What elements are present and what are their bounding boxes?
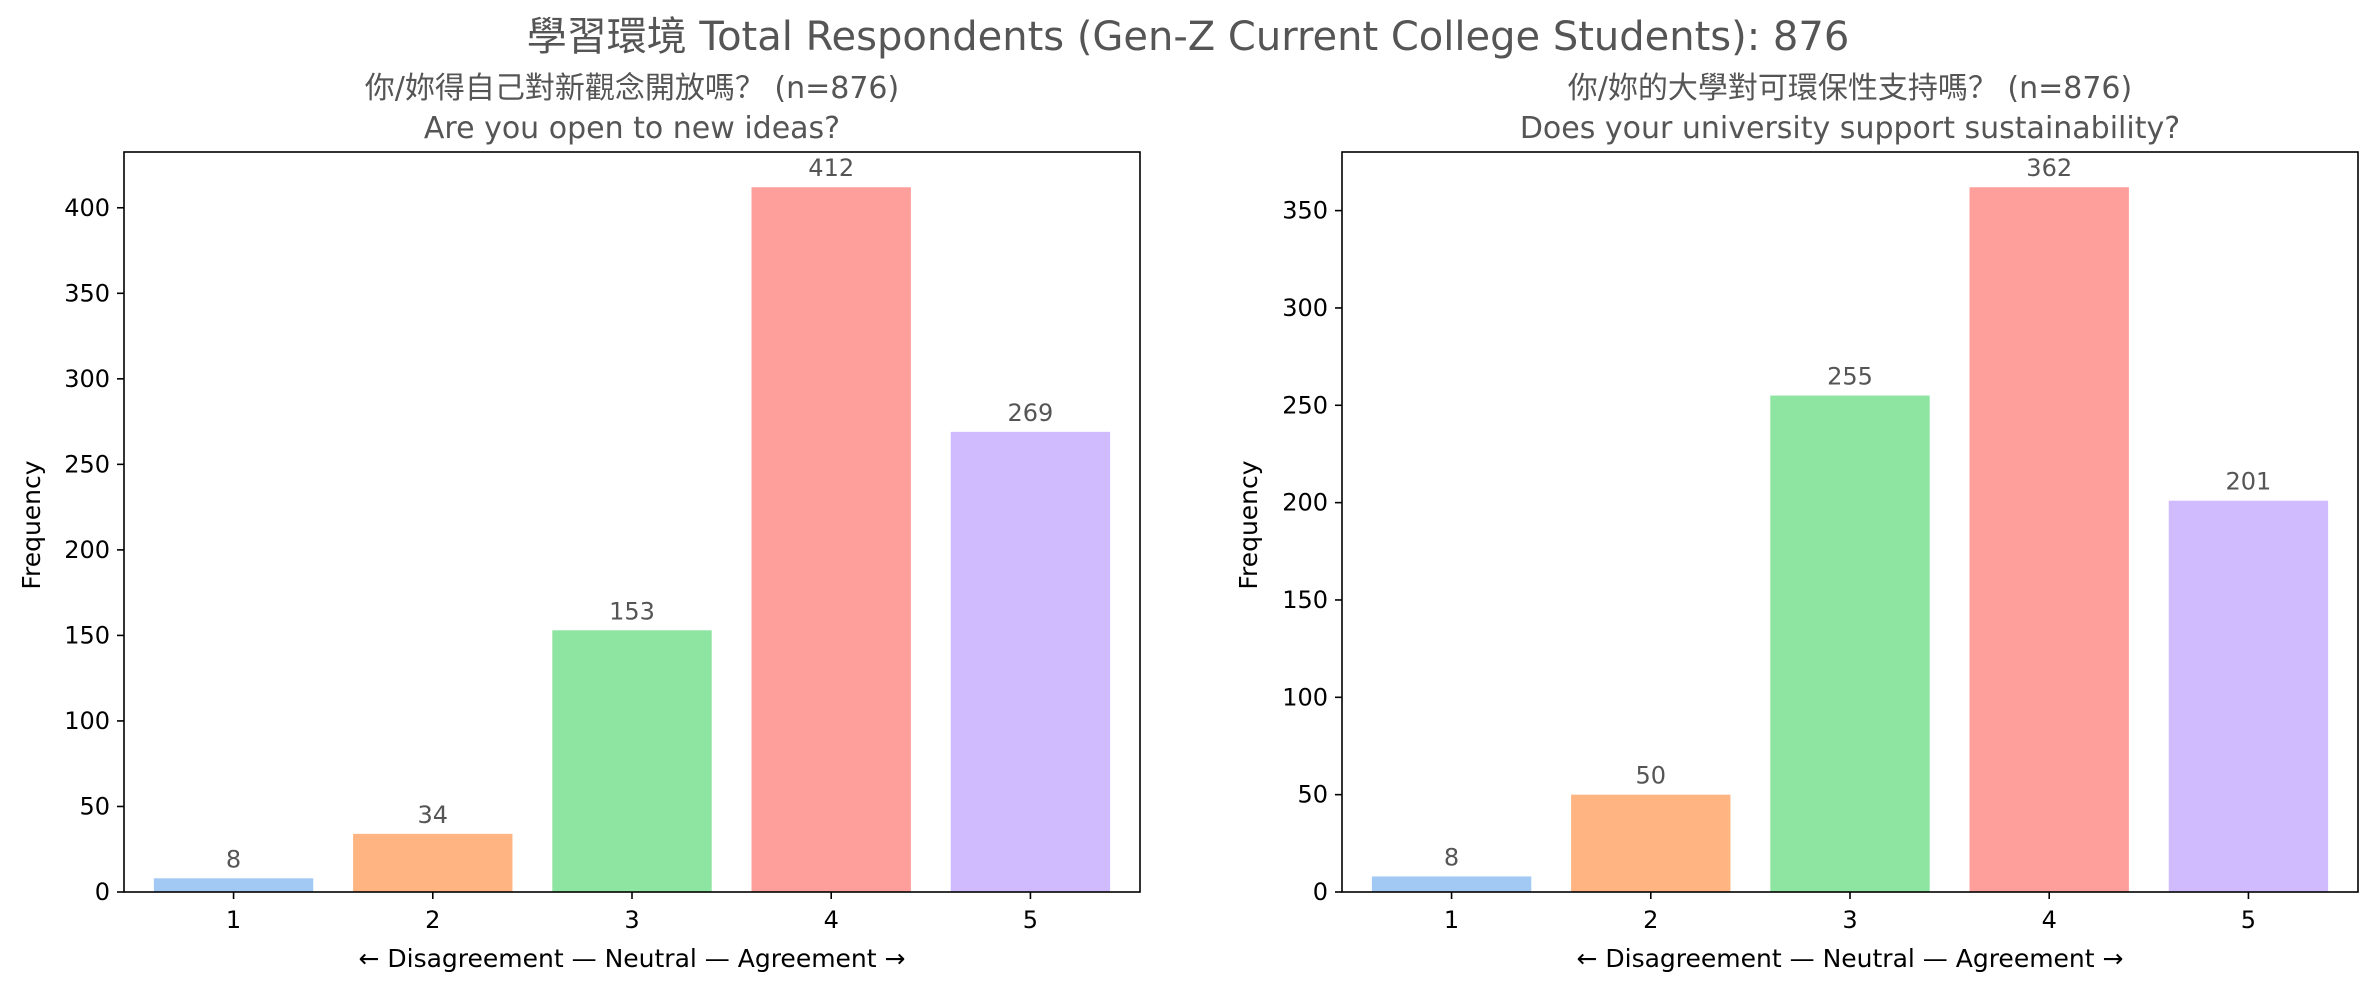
chart-title: 你/妳得自己對新觀念開放嗎？ (n=876) <box>365 71 899 106</box>
bar-value-label: 362 <box>2026 154 2072 182</box>
y-axis-label: Frequency <box>17 460 46 589</box>
axes-frame <box>1341 151 2359 893</box>
plot-area: 8134215334124269505010015020025030035040… <box>64 151 1141 934</box>
bar-4 <box>751 187 911 892</box>
y-tick-label: 300 <box>1282 294 1328 322</box>
y-tick-label: 350 <box>1282 197 1328 225</box>
bar-5 <box>2168 500 2329 892</box>
bar-value-label: 8 <box>1444 843 1459 871</box>
y-tick-label: 250 <box>1282 391 1328 419</box>
bar-value-label: 50 <box>1636 762 1667 790</box>
x-tick-label: 3 <box>1842 906 1857 934</box>
bar-value-label: 153 <box>609 597 655 625</box>
bar-value-label: 412 <box>808 154 854 182</box>
axes-frame <box>123 151 1141 893</box>
x-tick-label: 1 <box>226 906 241 934</box>
bar-value-label: 269 <box>1008 399 1054 427</box>
chart-panel-open-ideas: 你/妳得自己對新觀念開放嗎？ (n=876) Are you open to n… <box>17 71 1141 973</box>
bar-3 <box>552 630 712 892</box>
x-tick-label: 2 <box>1643 906 1658 934</box>
y-tick-label: 50 <box>79 792 110 820</box>
chart-title: 你/妳的大學對可環保性支持嗎？ (n=876) <box>1568 71 2132 106</box>
chart-panel-sustainability: 你/妳的大學對可環保性支持嗎？ (n=876) Does your univer… <box>1234 71 2359 973</box>
y-tick-label: 50 <box>1297 781 1328 809</box>
chart-subtitle: Are you open to new ideas? <box>424 111 840 146</box>
y-tick-label: 300 <box>64 365 110 393</box>
bar-3 <box>1770 395 1930 892</box>
x-tick-label: 2 <box>425 906 440 934</box>
bar-value-label: 201 <box>2226 468 2272 496</box>
x-tick-label: 4 <box>824 906 839 934</box>
bar-value-label: 34 <box>418 801 449 829</box>
y-tick-label: 250 <box>64 450 110 478</box>
y-tick-label: 400 <box>64 194 110 222</box>
y-tick-label: 150 <box>1282 586 1328 614</box>
x-tick-label: 1 <box>1444 906 1459 934</box>
y-tick-label: 0 <box>95 878 110 906</box>
x-tick-label: 4 <box>2042 906 2057 934</box>
y-tick-label: 100 <box>1282 683 1328 711</box>
chart-subtitle: Does your university support sustainabil… <box>1520 111 2180 146</box>
bar-2 <box>353 833 513 892</box>
bar-4 <box>1969 187 2129 892</box>
bar-5 <box>950 431 1111 892</box>
y-axis-label: Frequency <box>1234 460 1263 589</box>
bar-1 <box>153 878 314 892</box>
x-axis-label: ← Disagreement — Neutral — Agreement → <box>1577 944 2124 973</box>
x-tick-label: 3 <box>624 906 639 934</box>
bar-2 <box>1571 794 1731 892</box>
y-tick-label: 0 <box>1313 878 1328 906</box>
y-tick-label: 200 <box>1282 489 1328 517</box>
bar-value-label: 255 <box>1827 363 1873 391</box>
bar-value-label: 8 <box>226 845 241 873</box>
x-tick-label: 5 <box>2241 906 2256 934</box>
y-tick-label: 350 <box>64 279 110 307</box>
x-axis-label: ← Disagreement — Neutral — Agreement → <box>359 944 906 973</box>
figure-suptitle: 學習環境 Total Respondents (Gen-Z Current Co… <box>527 14 1850 60</box>
y-tick-label: 200 <box>64 536 110 564</box>
y-tick-label: 100 <box>64 707 110 735</box>
bar-1 <box>1371 876 1532 892</box>
x-tick-label: 5 <box>1023 906 1038 934</box>
y-tick-label: 150 <box>64 621 110 649</box>
